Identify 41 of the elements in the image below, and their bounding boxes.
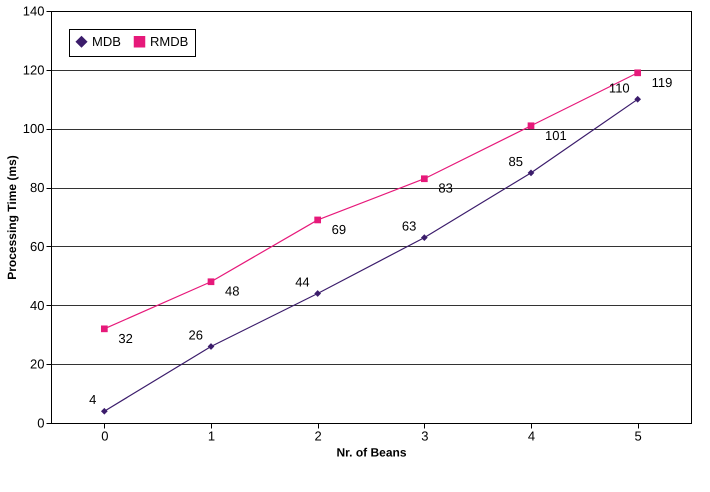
point (314, 216, 322, 224)
data-label: 4 (89, 392, 96, 408)
x-tick-label: 4 (528, 428, 536, 444)
y-tick-label: 120 (22, 62, 44, 78)
point (100, 325, 108, 332)
point (634, 96, 642, 103)
data-label: 48 (225, 284, 240, 299)
legend-label: RMDB (150, 34, 188, 49)
data-label: 26 (188, 327, 203, 342)
x-tick-label: 5 (634, 428, 642, 444)
y-tick-label: 0 (37, 416, 44, 430)
y-tick-label: 100 (22, 121, 44, 136)
y-tick-label: 20 (30, 356, 44, 372)
data-label: 32 (118, 330, 133, 346)
point (528, 170, 534, 176)
y-axis-title: Processing Time (ms) (4, 155, 19, 280)
point (420, 234, 428, 241)
data-label: 101 (545, 128, 567, 143)
legend-label: MDB (92, 34, 121, 49)
data-label: 63 (402, 218, 416, 234)
x-tick-label: 2 (314, 428, 322, 444)
data-label: 119 (652, 74, 672, 90)
x-tick-label: 3 (421, 428, 428, 444)
y-tick-label: 140 (22, 4, 44, 18)
data-label: 85 (508, 154, 523, 169)
point (420, 175, 428, 182)
y-tick-label: 80 (30, 180, 44, 196)
y-tick-label: 40 (30, 298, 44, 313)
x-axis-title: Nr. of Beans (336, 446, 407, 460)
data-label: 44 (295, 274, 310, 290)
point (314, 290, 322, 297)
x-tick-label: 0 (101, 428, 108, 444)
point (100, 408, 108, 415)
point (528, 122, 534, 130)
point (208, 278, 214, 286)
y-tick-label: 60 (30, 238, 44, 254)
data-label: 69 (332, 222, 346, 237)
data-label: 110 (608, 80, 630, 96)
x-tick-label: 1 (208, 428, 216, 444)
point (634, 69, 642, 76)
point (208, 343, 214, 350)
